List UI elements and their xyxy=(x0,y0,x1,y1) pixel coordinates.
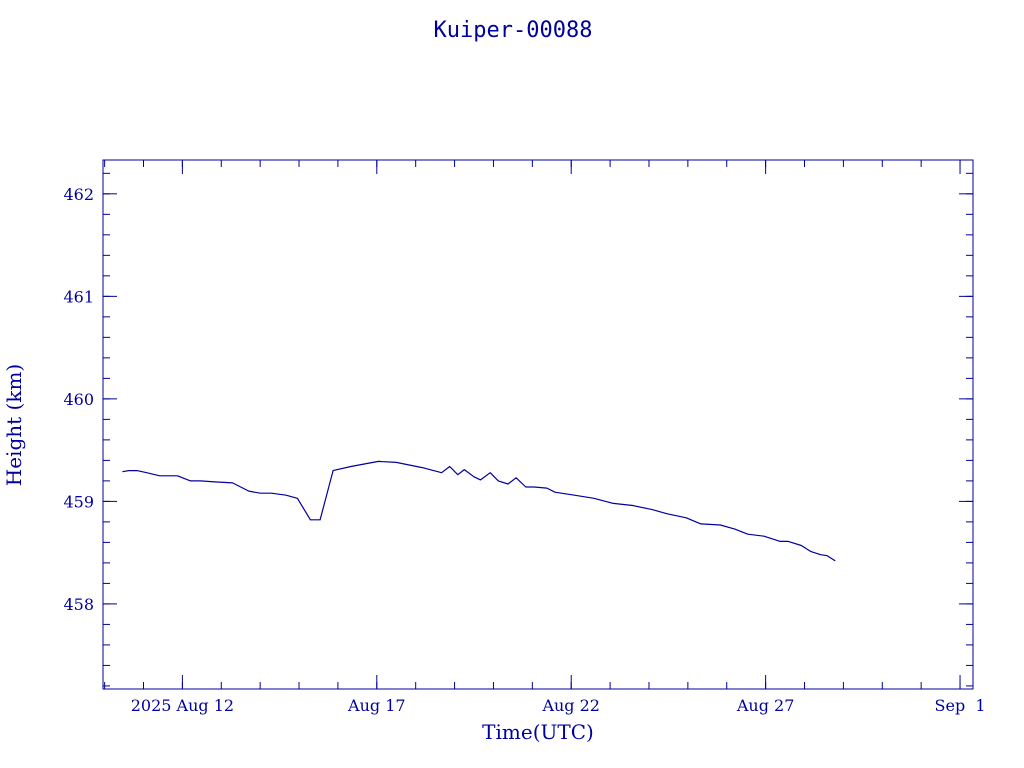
x-tick-label: Aug 22 xyxy=(541,696,600,715)
y-tick-label: 459 xyxy=(63,492,94,511)
x-axis-ticks xyxy=(104,160,961,689)
x-tick-label: 2025 Aug 12 xyxy=(131,696,234,715)
y-tick-label: 462 xyxy=(63,185,94,204)
y-axis-ticks xyxy=(103,172,973,687)
y-tick-label: 458 xyxy=(63,595,94,614)
y-axis-tick-labels: 458 459 460 461 462 xyxy=(63,185,94,614)
y-axis-label: Height (km) xyxy=(2,364,26,486)
x-tick-label: Aug 27 xyxy=(736,696,795,715)
x-axis-tick-labels: 2025 Aug 12 Aug 17 Aug 22 Aug 27 Sep 1 xyxy=(131,696,986,715)
x-tick-label: Aug 17 xyxy=(347,696,406,715)
chart-title: Kuiper-00088 xyxy=(434,18,593,43)
x-axis-label: Time(UTC) xyxy=(482,720,594,744)
plot-frame xyxy=(102,159,974,690)
y-tick-label: 460 xyxy=(63,390,94,409)
series-group xyxy=(122,460,836,562)
series-line xyxy=(122,460,836,562)
y-tick-label: 461 xyxy=(63,287,94,306)
x-tick-label: Sep 1 xyxy=(935,696,986,715)
